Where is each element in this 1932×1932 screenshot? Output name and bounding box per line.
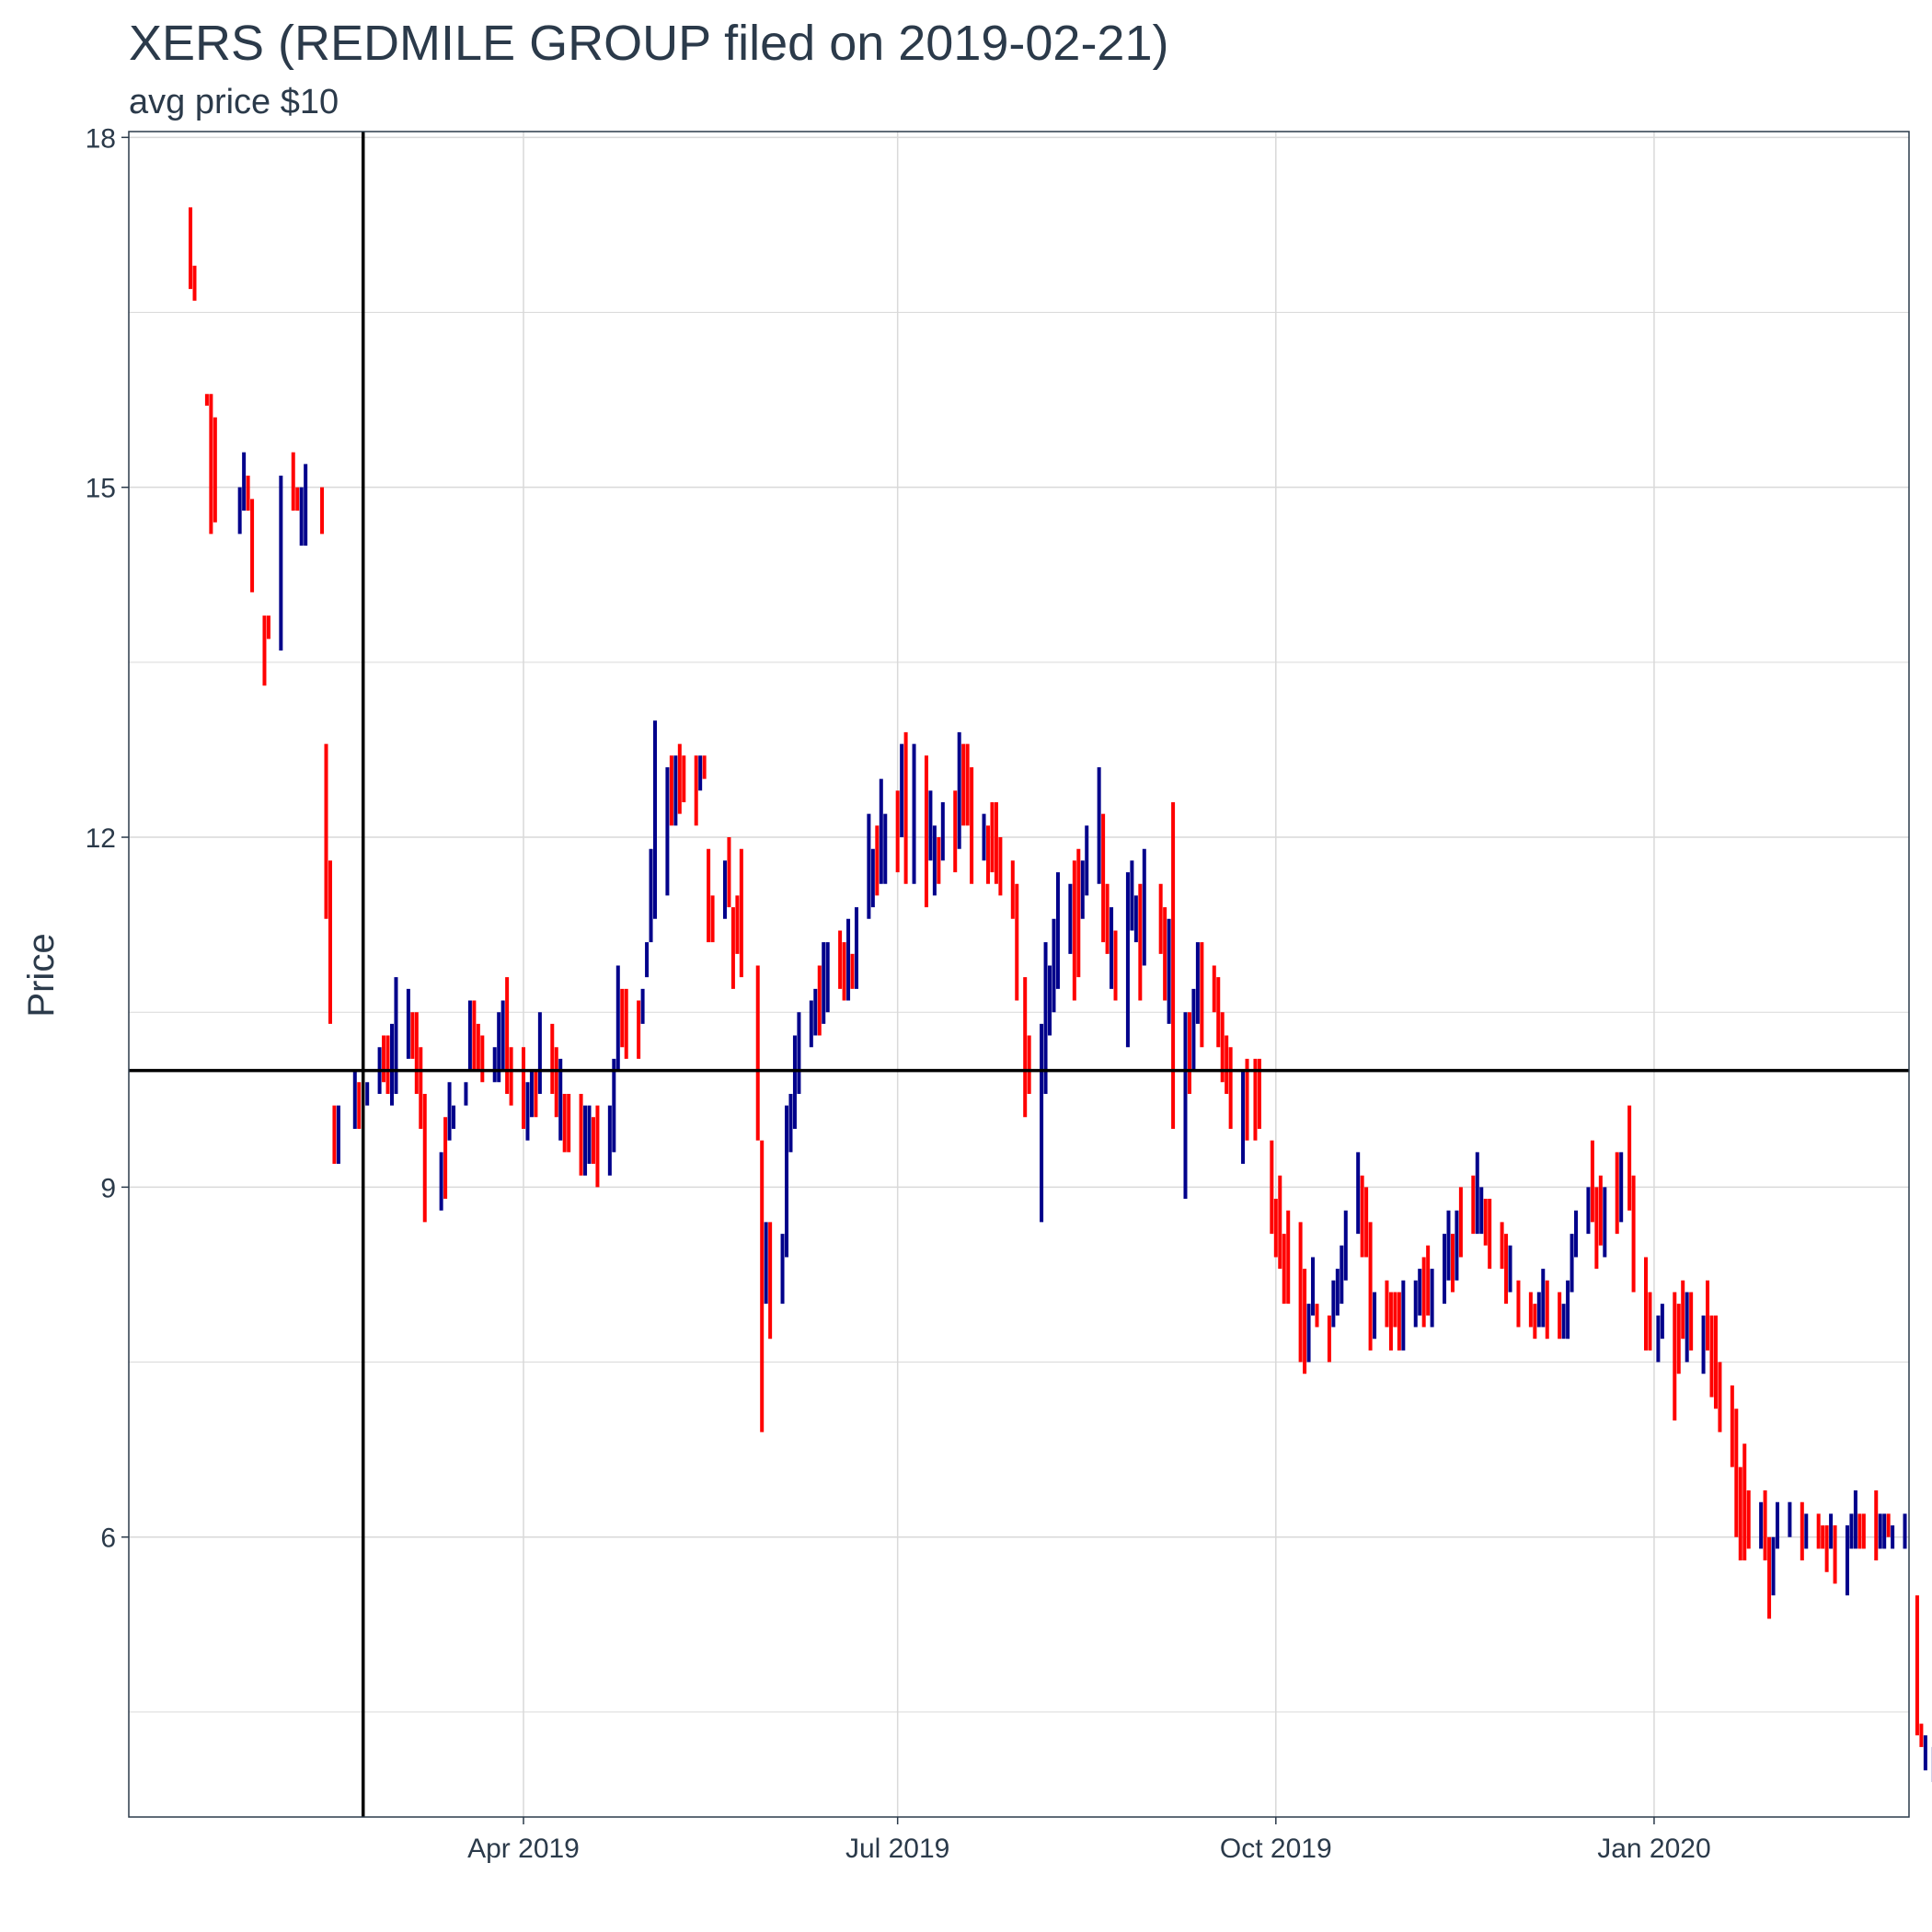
y-tick-label: 12	[86, 823, 116, 854]
y-axis-ticks: 6 9 12 15 18	[86, 123, 129, 1554]
x-tick-label: Jan 2020	[1597, 1834, 1710, 1864]
plot-panel-border	[128, 131, 1910, 1818]
ohlc-bars	[189, 207, 1932, 1782]
chart-title: XERS (REDMILE GROUP filed on 2019-02-21)	[129, 16, 1169, 71]
y-tick-label: 18	[86, 123, 116, 154]
y-tick-label: 6	[100, 1524, 116, 1554]
reference-lines	[129, 132, 1909, 1817]
x-tick-label: Jul 2019	[845, 1834, 949, 1864]
y-tick-label: 15	[86, 474, 116, 504]
x-axis-ticks: Apr 2019 Jul 2019 Oct 2019 Jan 2020	[467, 1817, 1711, 1864]
y-axis-label: Price	[21, 933, 62, 1017]
x-tick-label: Oct 2019	[1220, 1834, 1332, 1864]
grid-lines	[129, 132, 1909, 1817]
chart-subtitle: avg price $10	[129, 83, 339, 121]
y-tick-label: 9	[100, 1173, 116, 1203]
x-tick-label: Apr 2019	[467, 1834, 580, 1864]
